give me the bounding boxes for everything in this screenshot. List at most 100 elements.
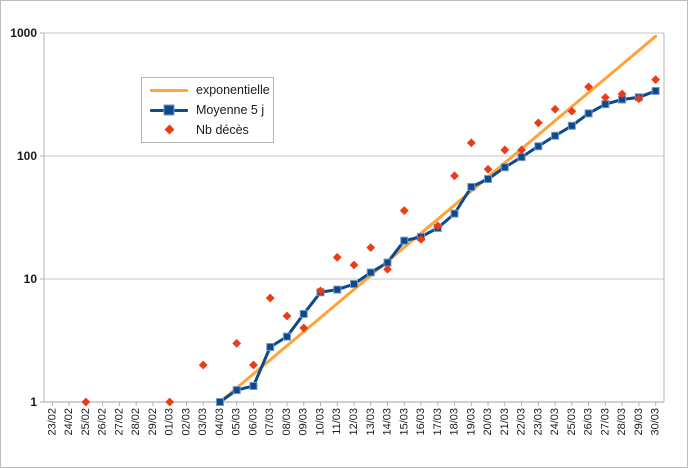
legend: exponentielle Moyenne 5 j Nb décès <box>141 77 274 143</box>
deces-diamond-marker <box>282 311 292 321</box>
moyenne-square-marker <box>366 268 375 277</box>
moyenne-square-marker <box>500 163 509 172</box>
x-tick-label: 29/02 <box>147 408 159 436</box>
deces-diamond-marker <box>517 145 526 155</box>
deces-diamond-marker <box>651 75 661 84</box>
deces-diamond-marker <box>316 286 325 296</box>
moyenne-square-marker <box>333 285 342 294</box>
x-tick-label: 02/03 <box>180 408 192 436</box>
deces-diamond-marker <box>366 243 376 253</box>
series-moyenne-line <box>218 89 658 404</box>
x-tick-label: 01/03 <box>164 408 176 436</box>
moyenne-square-marker <box>282 332 291 341</box>
deces-diamond-marker <box>600 93 610 102</box>
x-tick-label: 27/03 <box>599 408 611 436</box>
y-tick-label: 10 <box>24 272 38 286</box>
legend-item-deces: Nb décès <box>148 120 267 139</box>
x-tick-label: 29/03 <box>633 408 645 436</box>
deces-diamond-marker <box>433 221 443 231</box>
deces-diamond-marker <box>299 323 309 333</box>
moyenne-square-marker <box>299 309 308 318</box>
x-tick-label: 05/03 <box>231 408 243 436</box>
moyenne-square-marker <box>484 175 493 184</box>
x-tick-label: 25/03 <box>566 408 578 436</box>
x-tick-label: 24/03 <box>549 408 561 436</box>
legend-label-exponentielle: exponentielle <box>196 83 270 98</box>
x-tick-label: 22/03 <box>516 408 528 436</box>
legend-label-deces: Nb décès <box>196 122 249 137</box>
deces-diamond-marker <box>265 293 275 303</box>
x-tick-label: 15/03 <box>398 408 410 436</box>
deces-diamond-marker <box>466 138 476 148</box>
deces-diamond-marker <box>567 106 577 116</box>
x-tick-label: 26/03 <box>583 408 595 436</box>
deces-diamond-marker <box>450 171 459 181</box>
deces-diamond-marker <box>584 82 593 92</box>
deces-diamond-marker <box>483 164 493 174</box>
y-tick-label: 100 <box>17 149 37 163</box>
deces-diamond-marker <box>550 104 560 114</box>
deces-diamond-marker <box>500 145 510 155</box>
x-tick-label: 30/03 <box>650 408 662 436</box>
y-tick-label: 1000 <box>10 26 37 40</box>
moyenne-square-marker <box>651 86 660 95</box>
x-tick-label: 06/03 <box>247 408 259 436</box>
line-square-sample-icon <box>148 104 190 116</box>
deces-diamond-marker <box>249 360 258 370</box>
moyenne-square-marker <box>232 386 241 395</box>
x-tick-label: 04/03 <box>214 408 226 436</box>
legend-label-moyenne: Moyenne 5 j <box>196 103 265 117</box>
x-tick-label: 19/03 <box>465 408 477 436</box>
x-tick-label: 14/03 <box>382 408 394 436</box>
deces-diamond-marker <box>634 94 644 104</box>
x-tick-label: 27/02 <box>113 408 125 436</box>
deces-diamond-marker <box>81 397 91 407</box>
x-tick-label: 21/03 <box>499 408 511 436</box>
x-tick-label: 18/03 <box>449 408 461 436</box>
deces-diamond-marker <box>533 118 543 128</box>
series-exponentielle-line <box>218 34 658 404</box>
deces-diamond-marker <box>383 264 392 274</box>
x-tick-label: 26/02 <box>97 408 109 436</box>
deces-diamond-marker <box>332 252 342 262</box>
moyenne-square-marker <box>350 280 358 289</box>
moyenne-square-marker <box>249 381 258 390</box>
x-tick-label: 25/02 <box>80 408 92 436</box>
x-tick-label: 17/03 <box>432 408 444 436</box>
y-tick-label: 1 <box>30 395 37 409</box>
legend-item-moyenne: Moyenne 5 j <box>148 101 267 120</box>
moyenne-square-marker <box>450 209 459 218</box>
x-tick-label: 16/03 <box>415 408 427 436</box>
moyenne-square-marker <box>534 142 543 151</box>
x-tick-label: 09/03 <box>298 408 310 436</box>
diamond-sample-icon <box>148 124 190 135</box>
x-tick-label: 08/03 <box>281 408 293 436</box>
x-tick-label: 13/03 <box>365 408 377 436</box>
moyenne-square-marker <box>215 398 224 406</box>
moyenne-square-marker <box>266 342 275 351</box>
x-tick-label: 20/03 <box>482 408 494 436</box>
x-tick-label: 10/03 <box>314 408 326 436</box>
deces-diamond-marker <box>399 206 409 215</box>
x-tick-label: 28/03 <box>616 408 628 436</box>
moyenne-square-marker <box>567 121 576 130</box>
x-tick-label: 03/03 <box>197 408 209 436</box>
deces-diamond-marker <box>232 338 242 348</box>
x-tick-label: 12/03 <box>348 408 360 436</box>
deces-diamond-marker <box>416 234 426 244</box>
deces-diamond-marker <box>198 360 208 370</box>
moyenne-square-marker <box>400 236 409 245</box>
deces-diamond-marker <box>165 397 175 407</box>
x-tick-label: 23/02 <box>46 408 58 436</box>
moyenne-square-marker <box>467 182 476 191</box>
x-tick-label: 28/02 <box>130 408 142 436</box>
x-tick-label: 24/02 <box>63 408 75 436</box>
trend-line-sample-icon <box>148 88 190 92</box>
x-tick-label: 23/03 <box>532 408 544 436</box>
deces-diamond-marker <box>349 260 359 270</box>
legend-item-exponentielle: exponentielle <box>148 81 270 100</box>
deces-diamond-marker <box>617 89 627 99</box>
moyenne-square-marker <box>517 153 526 162</box>
